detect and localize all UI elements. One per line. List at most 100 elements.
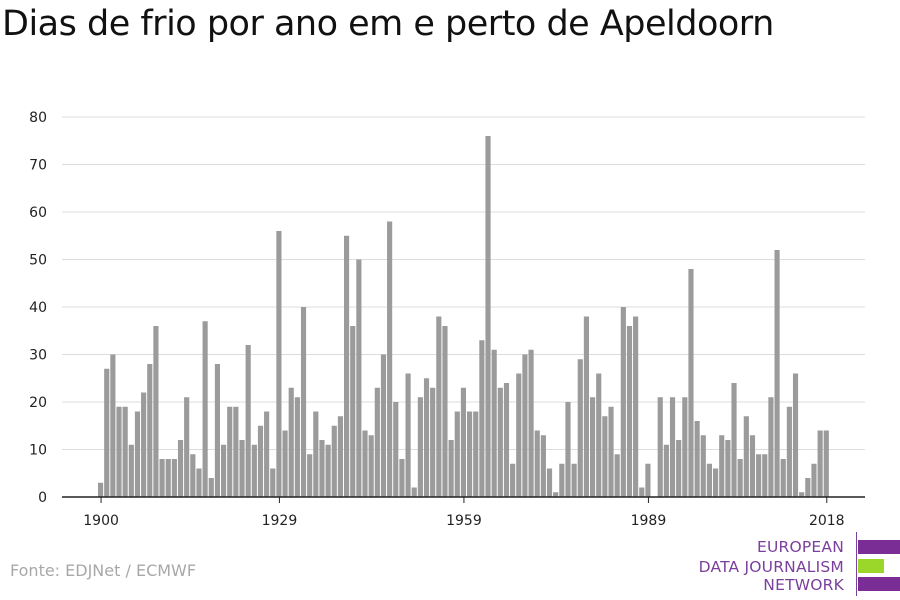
bar-1924 [245, 345, 251, 497]
logo-divider [856, 532, 857, 596]
bar-1918 [208, 478, 214, 497]
y-tick-label: 80 [29, 110, 47, 126]
bar-2005 [743, 416, 749, 497]
x-tick-label: 1900 [83, 513, 119, 529]
bar-1936 [319, 440, 325, 497]
bar-1934 [307, 454, 313, 497]
y-tick-label: 0 [38, 490, 47, 506]
y-tick-label: 10 [29, 443, 47, 459]
y-tick-label: 70 [29, 158, 47, 174]
bar-1962 [479, 340, 485, 497]
bar-1999 [706, 463, 712, 497]
bar-1948 [393, 402, 399, 497]
logo-bar-purple-bottom [858, 577, 900, 591]
bar-1929 [276, 231, 282, 497]
bar-1932 [294, 397, 300, 497]
bar-2010 [774, 250, 780, 497]
bar-2008 [762, 454, 768, 497]
bar-1938 [331, 425, 337, 497]
bar-1966 [503, 383, 510, 497]
bar-1946 [380, 354, 387, 497]
bar-1972 [540, 435, 546, 497]
bar-1983 [608, 406, 614, 497]
bar-1997 [694, 421, 700, 497]
bar-1914 [184, 397, 190, 497]
bar-2013 [792, 373, 799, 497]
bar-chart: 0 10 20 30 40 50 60 70 80 1900 1929 1959 1989 2018 [29, 110, 865, 529]
bar-1954 [430, 387, 436, 497]
bar-1913 [177, 440, 184, 497]
bar-1970 [528, 349, 534, 497]
bar-1947 [387, 221, 393, 497]
bar-2014 [799, 492, 805, 497]
bar-1937 [325, 444, 331, 497]
bar-1986 [626, 326, 633, 497]
x-tick-label: 2018 [809, 513, 845, 529]
bar-1969 [522, 354, 528, 497]
bar-1992 [663, 444, 669, 497]
bar-1994 [676, 440, 682, 497]
y-tick-label: 40 [29, 300, 47, 316]
bar-2009 [768, 397, 774, 497]
source-note: Fonte: EDJNet / ECMWF [10, 561, 197, 580]
bar-1982 [602, 416, 608, 497]
bar-1927 [264, 411, 270, 497]
bar-1978 [577, 359, 583, 497]
bar-1916 [196, 468, 202, 497]
bar-1941 [350, 326, 356, 497]
y-axis-ticks: 0 10 20 30 40 50 60 70 80 [29, 110, 47, 506]
bar-1981 [596, 373, 602, 497]
bar-1953 [423, 378, 430, 497]
bar-1991 [657, 397, 663, 497]
bar-2015 [805, 478, 811, 497]
y-tick-label: 30 [29, 348, 47, 364]
bar-1921 [227, 406, 233, 497]
bar-1977 [571, 463, 577, 497]
y-tick-label: 50 [29, 253, 47, 269]
bar-1923 [239, 440, 245, 497]
bar-2007 [756, 454, 762, 497]
bar-1961 [473, 411, 479, 497]
x-tick-label: 1959 [446, 513, 482, 529]
bar-1959 [460, 387, 466, 497]
bar-1917 [202, 321, 208, 497]
bar-1915 [190, 454, 196, 497]
bar-2012 [786, 406, 792, 497]
bar-1957 [448, 440, 454, 497]
bar-2003 [731, 383, 737, 497]
bar-1926 [257, 425, 264, 497]
bar-1943 [362, 430, 368, 497]
bar-1922 [233, 406, 239, 497]
bar-1989 [645, 463, 651, 497]
bar-1988 [639, 487, 645, 497]
y-tick-label: 60 [29, 205, 47, 221]
bar-1975 [559, 463, 565, 497]
bar-1910 [159, 459, 165, 497]
bar-1996 [688, 269, 694, 497]
bar-1949 [399, 459, 405, 497]
bar-2011 [780, 459, 786, 497]
bar-2002 [725, 440, 731, 497]
bar-1930 [282, 430, 288, 497]
bar-1964 [491, 349, 497, 497]
bar-1928 [270, 468, 276, 497]
bar-1980 [590, 397, 596, 497]
bar-1901 [104, 368, 110, 497]
bar-1973 [546, 468, 553, 497]
bar-1960 [467, 411, 473, 497]
bar-1903 [116, 406, 122, 497]
edjnet-logo[interactable]: EUROPEAN DATA JOURNALISM NETWORK [690, 530, 900, 600]
bar-1912 [171, 459, 177, 497]
bar-2006 [749, 435, 756, 497]
bar-1939 [337, 416, 343, 497]
bar-1998 [700, 435, 706, 497]
bar-1952 [417, 397, 423, 497]
bar-1925 [251, 444, 257, 497]
bar-1995 [682, 397, 688, 497]
bar-1920 [221, 444, 227, 497]
bar-2004 [737, 459, 743, 497]
bar-1979 [583, 316, 589, 497]
bar-1993 [669, 397, 676, 497]
bar-1955 [436, 316, 442, 497]
y-tick-label: 20 [29, 395, 47, 411]
